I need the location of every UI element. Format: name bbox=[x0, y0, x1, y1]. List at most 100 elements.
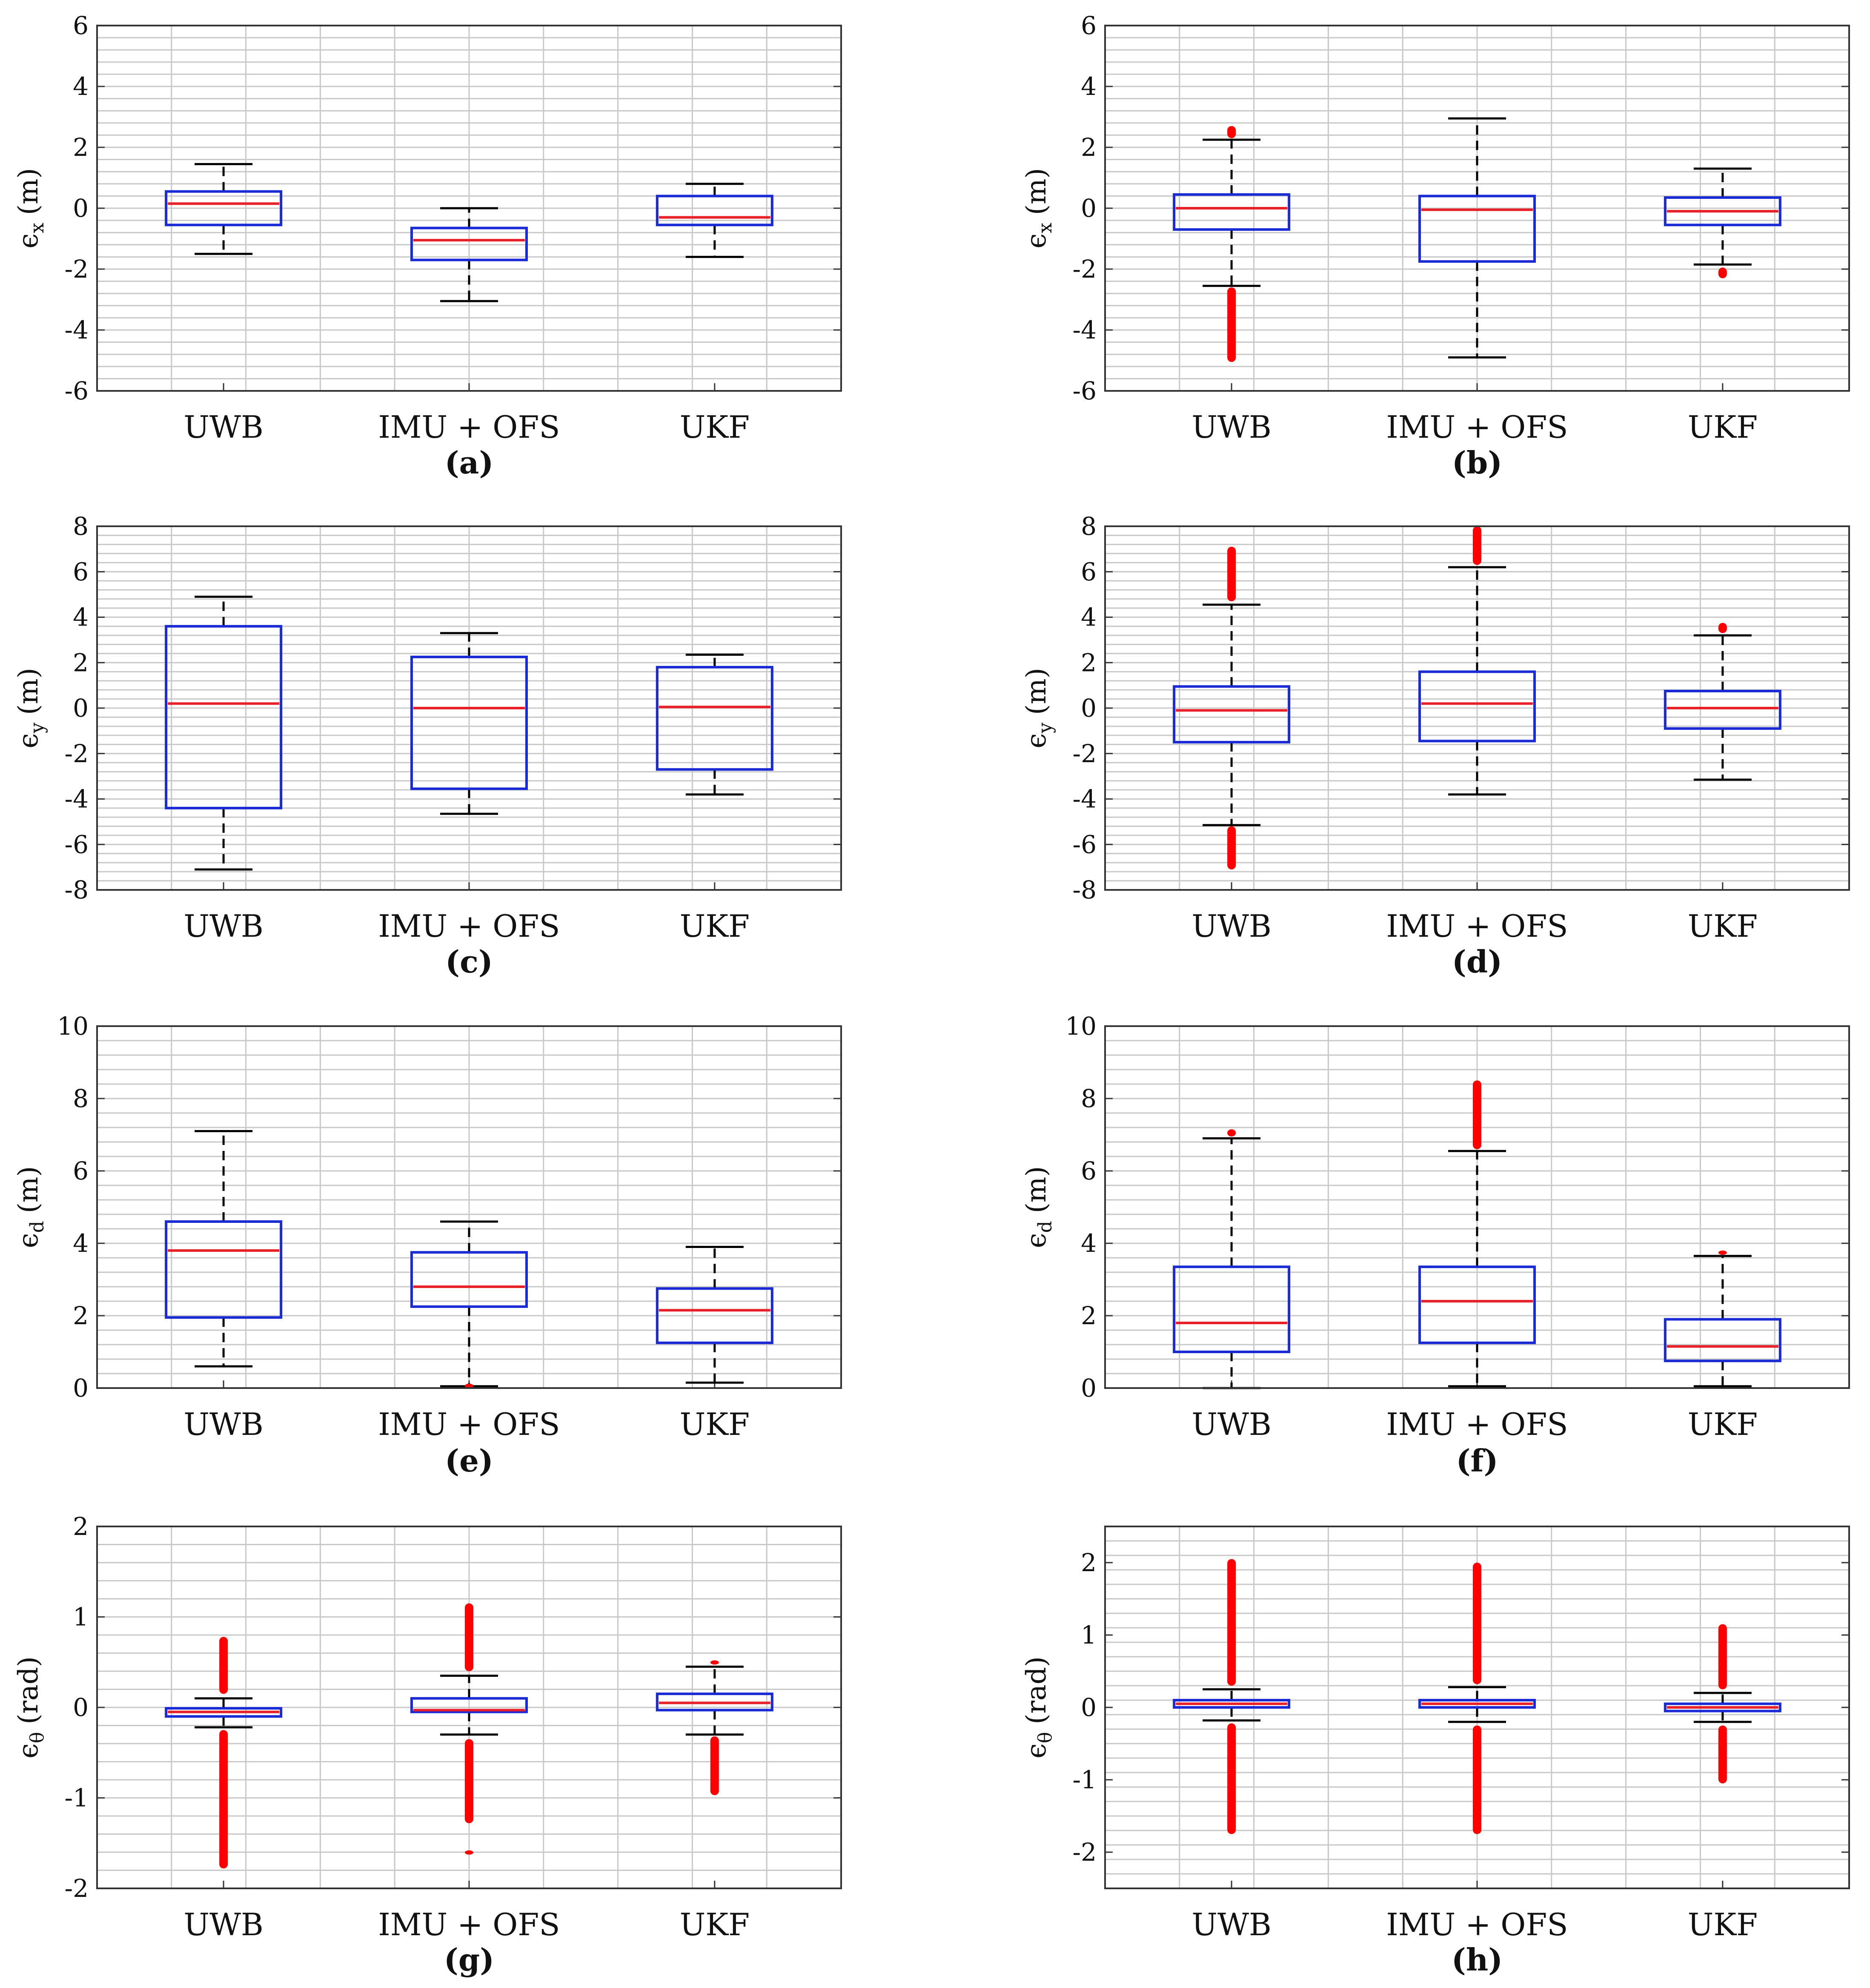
y-axis-subscript: d bbox=[1034, 1221, 1056, 1233]
y-tick-label: 2 bbox=[1081, 133, 1097, 162]
x-tick-label: UKF bbox=[1688, 1907, 1758, 1942]
x-tick-label: UWB bbox=[1191, 1907, 1271, 1942]
outlier-cluster bbox=[710, 1736, 719, 1796]
iqr-box bbox=[410, 1697, 528, 1713]
iqr-box bbox=[165, 1707, 283, 1718]
panel-g: -2 -1 0 1 2 UWB IMU + OFS UKF ϵθ (rad) (g) bbox=[13, 1512, 842, 1978]
iqr-box bbox=[1664, 196, 1781, 227]
y-axis-label: ϵθ (rad) bbox=[1021, 1656, 1056, 1759]
outlier-cluster bbox=[1227, 287, 1236, 362]
y-tick-label: 0 bbox=[1081, 694, 1097, 723]
plot-frame bbox=[96, 25, 842, 392]
y-tick-label: 2 bbox=[73, 1301, 89, 1330]
y-axis-subscript: θ bbox=[1034, 1732, 1056, 1744]
y-tick-label: 2 bbox=[1081, 648, 1097, 677]
y-axis-symbol: ϵ bbox=[13, 233, 44, 249]
panel-f: 0 2 4 6 8 10 UWB IMU + OFS UKF ϵd (m) (f) bbox=[1021, 1012, 1850, 1479]
y-axis-unit: (rad) bbox=[13, 1656, 44, 1724]
y-axis-unit: (m) bbox=[1021, 168, 1052, 215]
y-axis-subscript: y bbox=[26, 723, 48, 734]
y-axis-subscript: y bbox=[1034, 723, 1056, 734]
outlier-cluster bbox=[710, 1660, 719, 1665]
y-tick-label: -6 bbox=[65, 376, 89, 405]
box-uwb bbox=[165, 1637, 283, 1869]
box-ukf bbox=[1664, 167, 1781, 278]
y-tick-label: 8 bbox=[73, 1084, 89, 1113]
iqr-box bbox=[1418, 1265, 1536, 1344]
y-tick-label: 2 bbox=[73, 648, 89, 677]
y-tick-label: 6 bbox=[1081, 1156, 1097, 1185]
y-axis-label: ϵy (m) bbox=[13, 668, 48, 748]
y-tick-label: 0 bbox=[73, 1374, 89, 1403]
box-imu-ofs bbox=[1418, 1080, 1536, 1388]
y-axis-unit: (m) bbox=[13, 168, 44, 215]
outlier-cluster bbox=[1718, 267, 1727, 278]
y-axis-symbol: ϵ bbox=[1021, 733, 1052, 749]
iqr-box bbox=[165, 190, 283, 227]
panel-d: -8 -6 -4 -2 0 2 4 6 8 UWB IMU + OFS UKF ϵy (m) (d) bbox=[1021, 512, 1850, 980]
panel-b: -6 -4 -2 0 2 4 6 UWB IMU + OFS UKF ϵx (m) (b) bbox=[1021, 11, 1850, 481]
iqr-box bbox=[1173, 193, 1291, 231]
y-axis-symbol: ϵ bbox=[13, 733, 44, 749]
outlier-cluster bbox=[1227, 826, 1236, 869]
box-imu-ofs bbox=[1418, 117, 1536, 359]
iqr-box bbox=[165, 625, 283, 809]
box-imu-ofs bbox=[1418, 526, 1536, 796]
y-axis-label: ϵy (m) bbox=[1021, 668, 1056, 748]
y-tick-label: 2 bbox=[1081, 1301, 1097, 1330]
y-tick-label: 0 bbox=[73, 1693, 89, 1722]
plot-frame bbox=[96, 525, 842, 891]
x-tick-label: UKF bbox=[1688, 409, 1758, 445]
y-tick-label: -2 bbox=[65, 255, 89, 284]
y-tick-label: 10 bbox=[1065, 1012, 1097, 1041]
outlier-cluster bbox=[465, 1739, 473, 1823]
y-tick-label: 1 bbox=[1081, 1621, 1097, 1649]
outlier-cluster bbox=[465, 1383, 473, 1388]
x-tick-label: IMU + OFS bbox=[378, 1907, 560, 1942]
y-tick-label: -2 bbox=[1073, 739, 1097, 768]
iqr-box bbox=[1173, 1699, 1291, 1709]
y-axis-unit: (rad) bbox=[1021, 1656, 1052, 1724]
iqr-box bbox=[1418, 1699, 1536, 1709]
y-axis-label: ϵd (m) bbox=[13, 1166, 48, 1248]
y-tick-label: 6 bbox=[1081, 557, 1097, 586]
y-tick-label: 6 bbox=[73, 557, 89, 586]
y-axis-unit: (m) bbox=[1021, 1166, 1052, 1213]
panel-caption: (f) bbox=[1456, 1443, 1498, 1479]
box-uwb bbox=[165, 1130, 283, 1368]
y-tick-label: 4 bbox=[73, 72, 89, 101]
y-axis-subscript: θ bbox=[26, 1732, 48, 1744]
x-tick-label: UKF bbox=[680, 908, 750, 944]
y-axis-label: ϵx (m) bbox=[13, 168, 48, 248]
box-ukf bbox=[656, 183, 773, 258]
y-tick-label: 0 bbox=[1081, 194, 1097, 223]
box-imu-ofs bbox=[410, 1603, 528, 1855]
panel-caption: (e) bbox=[445, 1443, 493, 1479]
y-tick-label: 2 bbox=[1081, 1548, 1097, 1577]
x-tick-label: UWB bbox=[183, 1406, 263, 1442]
y-axis-subscript: x bbox=[26, 223, 48, 233]
y-tick-label: 0 bbox=[1081, 1374, 1097, 1403]
box-uwb bbox=[1173, 547, 1291, 869]
y-axis-label: ϵd (m) bbox=[1021, 1166, 1056, 1248]
plot-frame bbox=[1104, 1025, 1850, 1389]
outlier-cluster bbox=[1473, 1725, 1481, 1834]
plot-frame bbox=[96, 1025, 842, 1389]
x-tick-label: UWB bbox=[1191, 409, 1271, 445]
outlier-cluster bbox=[1473, 526, 1481, 565]
iqr-box bbox=[410, 655, 528, 790]
x-tick-label: IMU + OFS bbox=[1386, 908, 1568, 944]
outlier-cluster bbox=[1473, 1563, 1481, 1684]
y-tick-label: 0 bbox=[73, 194, 89, 223]
panel-e: 0 2 4 6 8 10 UWB IMU + OFS UKF ϵd (m) (e) bbox=[13, 1012, 842, 1479]
y-tick-label: 2 bbox=[73, 133, 89, 162]
box-ukf bbox=[656, 654, 773, 796]
iqr-box bbox=[410, 1251, 528, 1308]
outlier-cluster bbox=[1227, 1559, 1236, 1686]
y-axis-label: ϵθ (rad) bbox=[13, 1656, 48, 1759]
plot-frame bbox=[1104, 525, 1850, 891]
y-tick-label: 4 bbox=[1081, 1229, 1097, 1258]
y-tick-label: -8 bbox=[65, 875, 89, 904]
y-tick-label: -6 bbox=[65, 830, 89, 859]
